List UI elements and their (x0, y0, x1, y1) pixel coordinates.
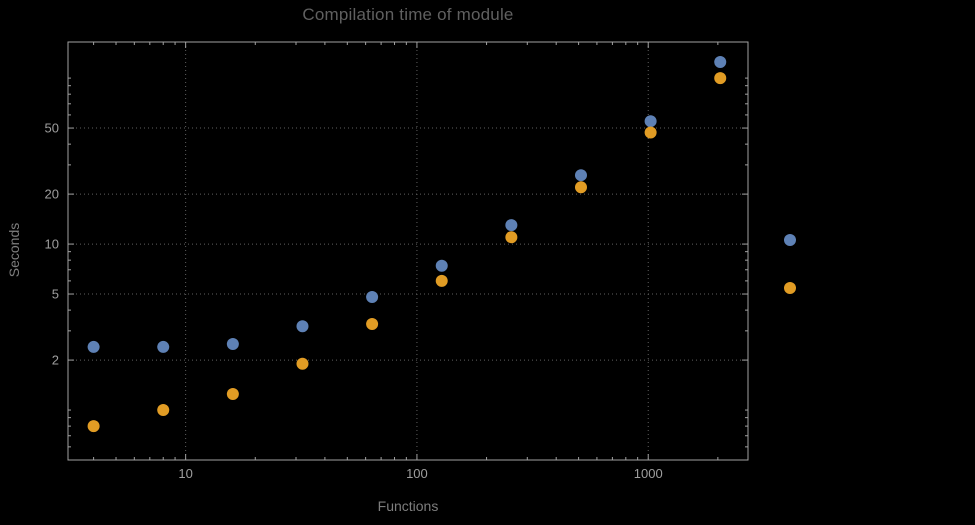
data-point-series-blue (87, 340, 100, 353)
x-axis-label: Functions (377, 498, 439, 514)
y-tick-label: 20 (45, 187, 59, 202)
data-point-series-blue (435, 259, 448, 272)
plot-frame (67, 41, 749, 461)
data-point-series-orange (505, 231, 518, 244)
y-tick-label: 5 (52, 287, 59, 302)
data-point-series-orange (574, 181, 587, 194)
data-point-series-blue (644, 115, 657, 128)
x-tick-label: 100 (406, 466, 428, 481)
data-point-series-blue (296, 320, 309, 333)
data-point-series-orange (366, 317, 379, 330)
data-point-series-orange (87, 420, 100, 433)
data-point-series-blue (226, 337, 239, 350)
data-point-series-blue (505, 219, 518, 232)
data-point-series-blue (714, 56, 727, 69)
y-tick-label: 50 (45, 121, 59, 136)
legend-marker-series-orange (784, 282, 796, 294)
data-point-series-blue (574, 169, 587, 182)
data-point-series-orange (644, 126, 657, 139)
data-point-series-orange (157, 404, 170, 417)
data-point-series-orange (435, 274, 448, 287)
x-tick-label: 1000 (634, 466, 663, 481)
y-tick-label: 2 (52, 353, 59, 368)
data-point-series-orange (296, 357, 309, 370)
y-axis-label: Seconds (6, 222, 22, 278)
chart-title: Compilation time of module (302, 5, 514, 24)
data-point-series-orange (226, 387, 239, 400)
data-point-series-blue (157, 340, 170, 353)
data-point-series-orange (714, 72, 727, 85)
x-tick-label: 10 (178, 466, 192, 481)
data-point-series-blue (366, 290, 379, 303)
legend-marker-series-blue (784, 234, 796, 246)
y-tick-label: 10 (45, 237, 59, 252)
